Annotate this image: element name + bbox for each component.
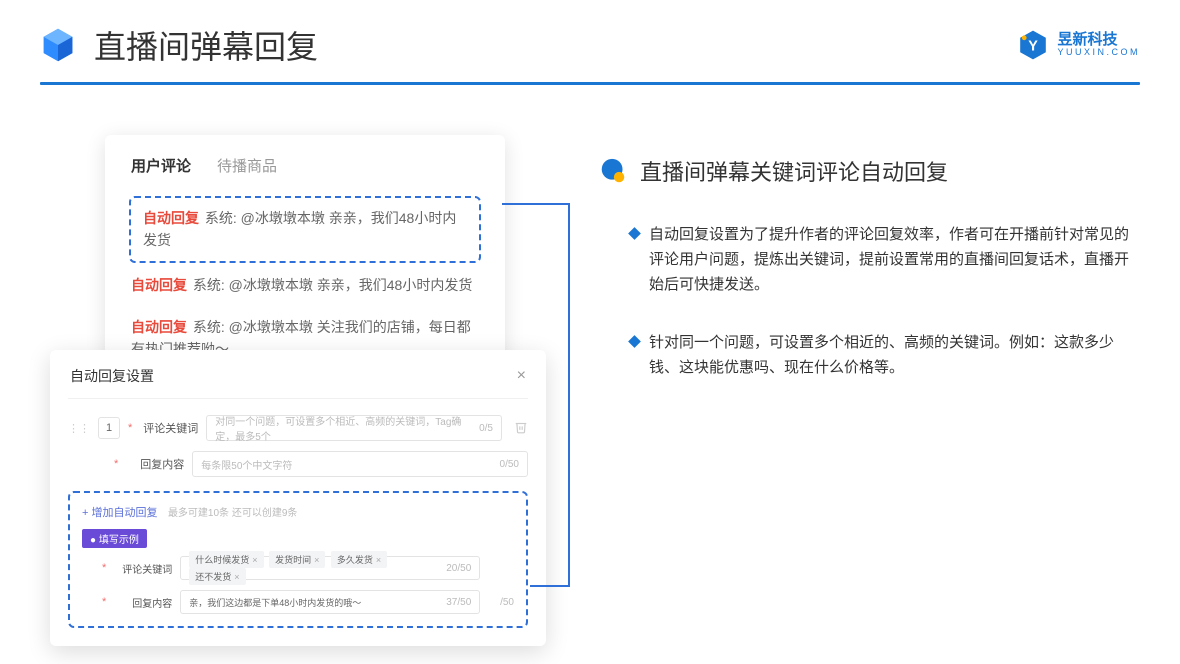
- bullet-text: 自动回复设置为了提升作者的评论回复效率，作者可在开播前针对常见的评论用户问题，提…: [649, 223, 1140, 297]
- tag-chips: 什么时候发货× 发货时间× 多久发货× 还不发货×: [189, 551, 446, 585]
- required-star: *: [102, 562, 106, 574]
- auto-reply-tag: 自动回复: [143, 210, 199, 226]
- description-header: 直播间弹幕关键词评论自动回复: [600, 155, 1140, 187]
- logo-text: 昱新科技 YUUXIN.COM: [1057, 32, 1140, 58]
- example-content-row: * 回复内容 亲，我们这边都是下单48小时内发货的哦～ 37/50 /50: [82, 590, 514, 614]
- comment-item: 自动回复 系统: @冰墩墩本墩 亲亲，我们48小时内发货: [143, 208, 467, 251]
- tab-user-comments[interactable]: 用户评论: [131, 155, 191, 180]
- drag-handle-icon[interactable]: ⋮⋮: [68, 422, 90, 435]
- close-icon[interactable]: ×: [517, 367, 526, 385]
- rule-index: 1: [98, 417, 120, 439]
- tabs: 用户评论 待播商品: [131, 155, 479, 180]
- label-content: 回复内容: [128, 456, 184, 472]
- content-row: * 回复内容 每条限50个中文字符 0/50: [68, 451, 528, 477]
- tag-remove-icon[interactable]: ×: [234, 572, 239, 582]
- bullet-item: 针对同一个问题，可设置多个相近的、高频的关键词。例如：这款多少钱、这块能优惠吗、…: [600, 331, 1140, 381]
- logo-text-sub: YUUXIN.COM: [1057, 48, 1140, 58]
- mockup-composite: 用户评论 待播商品 自动回复 系统: @冰墩墩本墩 亲亲，我们48小时内发货 自…: [50, 135, 560, 615]
- required-star: *: [114, 458, 118, 470]
- content-counter: 0/50: [500, 459, 519, 470]
- auto-reply-settings-modal: 自动回复设置 × ⋮⋮ 1 * 评论关键词 对同一个问题，可设置多个相近、高频的…: [50, 350, 546, 646]
- content-input[interactable]: 每条限50个中文字符 0/50: [192, 451, 528, 477]
- keyword-input[interactable]: 对同一个问题，可设置多个相近、高频的关键词，Tag确定，最多5个 0/5: [206, 415, 502, 441]
- content-area: 用户评论 待播商品 自动回复 系统: @冰墩墩本墩 亲亲，我们48小时内发货 自…: [0, 85, 1180, 615]
- outer-counter: /50: [500, 597, 514, 608]
- trash-icon[interactable]: [514, 420, 528, 437]
- tag-chip[interactable]: 还不发货×: [189, 568, 245, 585]
- diamond-bullet-icon: [628, 227, 641, 240]
- keyword-placeholder: 对同一个问题，可设置多个相近、高频的关键词，Tag确定，最多5个: [215, 413, 479, 443]
- page-title: 直播间弹幕回复: [94, 22, 318, 68]
- tag-chip[interactable]: 多久发货×: [331, 551, 387, 568]
- page-header: 直播间弹幕回复 Y 昱新科技 YUUXIN.COM: [0, 0, 1180, 68]
- keyword-row: ⋮⋮ 1 * 评论关键词 对同一个问题，可设置多个相近、高频的关键词，Tag确定…: [68, 415, 528, 441]
- tag-remove-icon[interactable]: ×: [376, 555, 381, 565]
- tag-chip[interactable]: 什么时候发货×: [189, 551, 263, 568]
- bullet-item: 自动回复设置为了提升作者的评论回复效率，作者可在开播前针对常见的评论用户问题，提…: [600, 223, 1140, 297]
- connector-line: [568, 203, 570, 587]
- example-ct-counter: 37/50: [446, 597, 471, 608]
- required-star: *: [128, 422, 132, 434]
- tag-remove-icon[interactable]: ×: [314, 555, 319, 565]
- chat-bubble-icon: [600, 158, 626, 184]
- svg-text:Y: Y: [1029, 39, 1039, 55]
- description-title: 直播间弹幕关键词评论自动回复: [640, 155, 948, 187]
- example-badge: ● 填写示例: [82, 529, 147, 548]
- description-panel: 直播间弹幕关键词评论自动回复 自动回复设置为了提升作者的评论回复效率，作者可在开…: [600, 135, 1140, 615]
- auto-reply-tag: 自动回复: [131, 319, 187, 335]
- diamond-bullet-icon: [628, 335, 641, 348]
- example-keyword-input[interactable]: 什么时候发货× 发货时间× 多久发货× 还不发货× 20/50: [180, 556, 480, 580]
- label-keyword: 评论关键词: [142, 420, 198, 436]
- example-content-input[interactable]: 亲，我们这边都是下单48小时内发货的哦～ 37/50: [180, 590, 480, 614]
- bullet-text: 针对同一个问题，可设置多个相近的、高频的关键词。例如：这款多少钱、这块能优惠吗、…: [649, 331, 1140, 381]
- tab-pending-goods[interactable]: 待播商品: [217, 155, 277, 180]
- modal-header: 自动回复设置 ×: [68, 364, 528, 399]
- label-content: 回复内容: [116, 595, 172, 610]
- tag-chip[interactable]: 发货时间×: [269, 551, 325, 568]
- example-section: + 增加自动回复 最多可建10条 还可以创建9条 ● 填写示例 * 评论关键词 …: [68, 491, 528, 628]
- label-keyword: 评论关键词: [116, 561, 172, 576]
- add-auto-reply-link[interactable]: + 增加自动回复: [82, 507, 157, 519]
- keyword-counter: 0/5: [479, 423, 493, 434]
- comment-item: 自动回复 系统: @冰墩墩本墩 亲亲，我们48小时内发货: [131, 265, 479, 307]
- example-content-text: 亲，我们这边都是下单48小时内发货的哦～: [189, 596, 361, 609]
- auto-reply-tag: 自动回复: [131, 277, 187, 293]
- example-kw-counter: 20/50: [446, 563, 471, 574]
- company-logo: Y 昱新科技 YUUXIN.COM: [1017, 29, 1140, 61]
- comment-text: 系统: @冰墩墩本墩 亲亲，我们48小时内发货: [193, 277, 472, 293]
- connector-line: [502, 203, 570, 205]
- cube-icon: [40, 27, 76, 63]
- logo-text-main: 昱新科技: [1057, 32, 1140, 49]
- highlighted-comment: 自动回复 系统: @冰墩墩本墩 亲亲，我们48小时内发货: [129, 196, 481, 263]
- required-star: *: [102, 596, 106, 608]
- content-placeholder: 每条限50个中文字符: [201, 457, 292, 472]
- header-left: 直播间弹幕回复: [40, 22, 318, 68]
- add-limit-note: 最多可建10条 还可以创建9条: [168, 508, 297, 519]
- tag-remove-icon[interactable]: ×: [252, 555, 257, 565]
- example-keyword-row: * 评论关键词 什么时候发货× 发货时间× 多久发货× 还不发货× 20/50: [82, 556, 514, 580]
- logo-hex-icon: Y: [1017, 29, 1049, 61]
- modal-title: 自动回复设置: [70, 366, 154, 386]
